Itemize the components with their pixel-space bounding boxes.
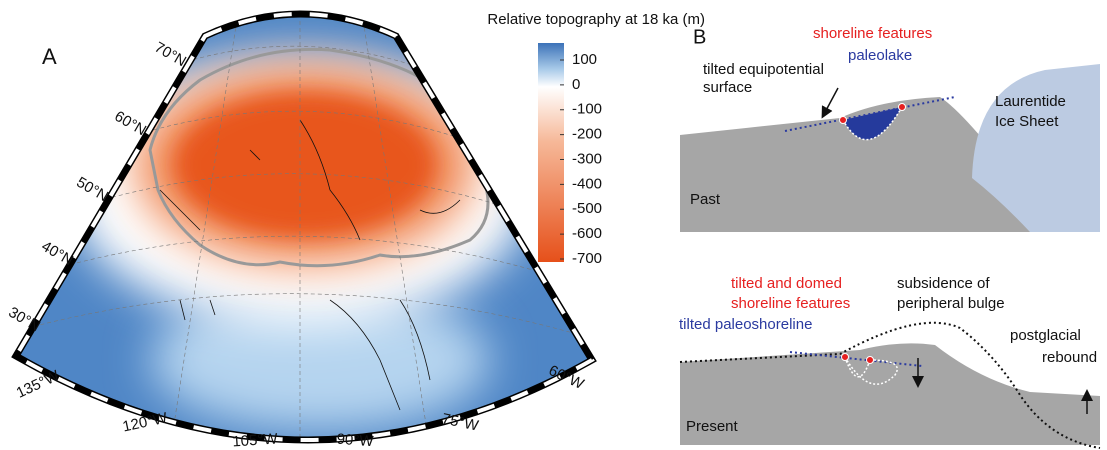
equipotential: [784, 96, 956, 132]
annotation: peripheral bulge: [897, 295, 1005, 312]
colorbar-tick-label: -300: [572, 150, 602, 167]
shoreline-dot: [898, 103, 906, 111]
panel-label: A: [42, 44, 57, 69]
annotation: tilted and domed: [731, 275, 842, 292]
annotation: Laurentide: [995, 93, 1066, 110]
longitude-label: 105°W: [232, 430, 279, 450]
ice-sheet: [972, 64, 1100, 232]
colorbar-tick-label: -700: [572, 250, 602, 267]
annotation: shoreline features: [731, 295, 850, 312]
annotation: Ice Sheet: [995, 113, 1059, 130]
annotation: paleolake: [848, 47, 912, 64]
annotation: shoreline features: [813, 25, 932, 42]
shoreline-dot: [866, 356, 874, 364]
colorbar: [538, 43, 564, 262]
panel-label: B: [693, 26, 706, 48]
annotation: tilted equipotential: [703, 61, 824, 78]
annotation: surface: [703, 79, 752, 96]
shoreline-dot: [841, 353, 849, 361]
colorbar-title: Relative topography at 18 ka (m): [487, 11, 705, 28]
longitude-label: 90°W: [336, 431, 375, 450]
lake-outline: [842, 106, 903, 141]
annotation: tilted paleoshoreline: [679, 316, 812, 333]
map-frame-ticks: [13, 12, 595, 442]
past-surface: [679, 321, 1101, 449]
longitude-label: 120°W: [121, 409, 170, 435]
arrow: [821, 87, 839, 119]
latitude-label: 70°N: [152, 39, 190, 70]
colorbar-tick-label: -400: [572, 175, 602, 192]
colorbar-tick-label: -600: [572, 225, 602, 242]
annotation: postglacial: [1010, 327, 1081, 344]
colorbar-tick-label: 100: [572, 51, 597, 68]
paleoshoreline: [789, 351, 923, 367]
colorbar-tick-label: -500: [572, 200, 602, 217]
lake-outline: [844, 356, 898, 385]
lake-outline: [844, 356, 871, 378]
colorbar-tick-label: 0: [572, 76, 580, 93]
colorbar-tick-label: -100: [572, 101, 602, 118]
annotation: subsidence of: [897, 275, 990, 292]
paleolake: [843, 107, 902, 140]
ground-present: [680, 343, 1100, 445]
colorbar-tick-label: -200: [572, 126, 602, 143]
annotation: rebound: [1042, 349, 1097, 366]
panel-sublabel: Past: [690, 191, 721, 208]
shoreline-dot: [839, 116, 847, 124]
panel-sublabel: Present: [686, 418, 739, 435]
